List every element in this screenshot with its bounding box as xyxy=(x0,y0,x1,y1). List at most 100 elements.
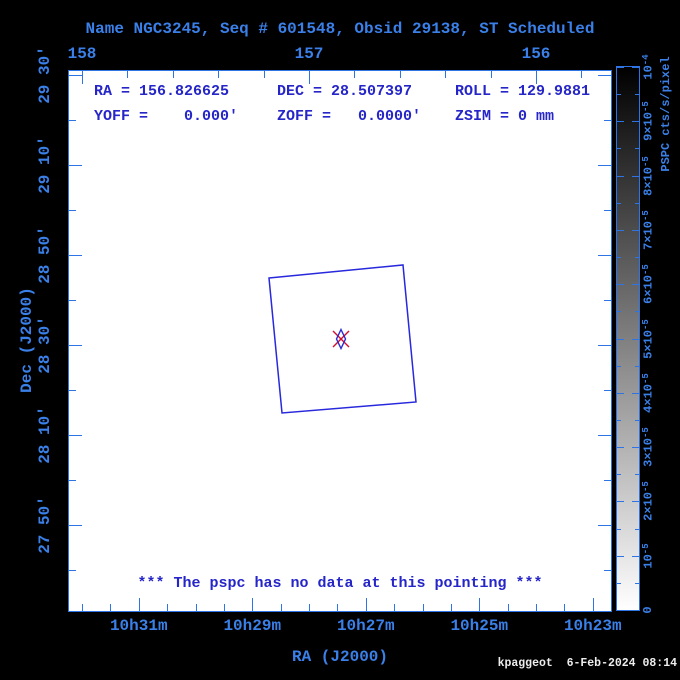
colorbar-minor-tick xyxy=(635,148,639,150)
colorbar-major-tick xyxy=(632,447,639,449)
colorbar-major-tick xyxy=(632,555,639,557)
bottom-minor-tick xyxy=(394,604,396,611)
top-major-tick xyxy=(536,71,537,84)
colorbar-major-tick xyxy=(617,284,624,286)
left-tick-label: 29 10' xyxy=(36,136,54,194)
y-axis-title: Dec (J2000) xyxy=(18,287,36,393)
colorbar-minor-tick xyxy=(635,202,639,204)
zoff-value: ZOFF = 0.0000' xyxy=(277,108,422,125)
pointing-x-marker xyxy=(332,330,350,348)
exponent: -5 xyxy=(640,318,651,330)
colorbar-minor-tick xyxy=(617,419,621,421)
colorbar-minor-tick xyxy=(617,202,621,204)
colorbar-major-tick xyxy=(617,447,624,449)
colorbar-tick-label: 0 xyxy=(641,606,655,614)
exponent: -5 xyxy=(640,372,651,384)
bottom-major-tick xyxy=(592,598,594,611)
bottom-minor-tick xyxy=(309,604,310,611)
bottom-minor-tick xyxy=(167,604,169,611)
left-tick-label: 29 30' xyxy=(36,46,54,104)
top-tick-label: 157 xyxy=(294,45,324,63)
colorbar-tick-label: 5×10-5 xyxy=(640,318,656,359)
exponent: -5 xyxy=(640,155,651,167)
colorbar-major-tick xyxy=(617,175,624,177)
colorbar-minor-tick xyxy=(635,311,639,313)
colorbar-major-tick xyxy=(632,392,639,394)
left-tick-label: 28 30' xyxy=(36,316,54,374)
colorbar-tick-label: 6×10-5 xyxy=(640,264,656,304)
left-minor-tick xyxy=(69,120,76,121)
colorbar-minor-tick xyxy=(617,474,621,476)
top-minor-tick xyxy=(399,71,401,78)
right-major-tick xyxy=(598,434,611,436)
exponent: -5 xyxy=(640,427,651,439)
left-minor-tick xyxy=(69,209,76,211)
colorbar-minor-tick xyxy=(635,474,639,476)
top-major-tick xyxy=(309,71,310,84)
colorbar-major-tick xyxy=(632,610,639,611)
colorbar-major-tick xyxy=(617,555,624,557)
colorbar-major-tick xyxy=(632,121,639,123)
bottom-major-tick xyxy=(479,598,481,611)
bottom-tick-label: 10h27m xyxy=(336,617,395,635)
colorbar-major-tick xyxy=(617,392,624,394)
exponent: -5 xyxy=(640,210,651,221)
left-tick-label: 27 50' xyxy=(36,496,54,554)
left-major-tick xyxy=(69,434,82,436)
colorbar-minor-tick xyxy=(635,528,639,530)
fov-box xyxy=(268,264,417,414)
bottom-tick-label: 10h23m xyxy=(563,617,622,635)
bottom-minor-tick xyxy=(536,604,537,611)
left-major-tick xyxy=(69,255,82,256)
exponent: -5 xyxy=(640,101,651,113)
x-axis-title: RA (J2000) xyxy=(291,648,388,666)
bottom-minor-tick xyxy=(337,604,339,611)
colorbar-tick-label: 9×10-5 xyxy=(640,101,656,142)
bottom-minor-tick xyxy=(280,604,282,611)
colorbar-major-tick xyxy=(617,501,624,503)
bottom-tick-label: 10h25m xyxy=(450,617,509,635)
bottom-tick-label: 10h29m xyxy=(223,617,282,635)
colorbar-major-tick xyxy=(617,338,624,340)
right-minor-tick xyxy=(604,479,611,481)
colorbar-minor-tick xyxy=(635,365,639,367)
left-minor-tick xyxy=(69,390,76,391)
exponent: -5 xyxy=(640,481,651,493)
exponent: -5 xyxy=(640,264,651,276)
top-minor-tick xyxy=(581,71,583,78)
colorbar-tick-label: 10-4 xyxy=(640,54,656,80)
colorbar-minor-tick xyxy=(635,419,639,421)
bottom-minor-tick xyxy=(564,604,566,611)
bottom-minor-tick xyxy=(450,604,452,611)
zsim-value: ZSIM = 0 mm xyxy=(455,108,555,125)
left-major-tick xyxy=(69,345,82,346)
page-title: Name NGC3245, Seq # 601548, Obsid 29138,… xyxy=(85,20,595,38)
colorbar-tick-label: 7×10-5 xyxy=(640,210,656,250)
right-minor-tick xyxy=(604,570,611,571)
top-minor-tick xyxy=(354,71,356,78)
right-major-tick xyxy=(598,164,611,166)
bottom-major-tick xyxy=(365,598,367,611)
top-major-tick xyxy=(82,71,83,84)
colorbar-minor-tick xyxy=(617,365,621,367)
top-minor-tick xyxy=(172,71,174,78)
colorbar-major-tick xyxy=(632,284,639,286)
exponent: -4 xyxy=(640,54,651,66)
bottom-minor-tick xyxy=(195,604,197,611)
colorbar-major-tick xyxy=(617,67,624,68)
fov-overlay xyxy=(268,264,417,414)
top-minor-tick xyxy=(263,71,265,78)
plot-area: RA = 156.826625 DEC = 28.507397 ROLL = 1… xyxy=(68,70,612,612)
top-minor-tick xyxy=(490,71,492,78)
colorbar-major-tick xyxy=(632,229,639,231)
no-data-message: *** The pspc has no data at this pointin… xyxy=(137,575,543,592)
left-major-tick xyxy=(69,525,82,526)
left-minor-tick xyxy=(69,479,76,481)
right-minor-tick xyxy=(604,390,611,391)
left-minor-tick xyxy=(69,300,76,301)
exponent: -5 xyxy=(640,543,651,554)
bottom-tick-label: 10h31m xyxy=(109,617,168,635)
colorbar-major-tick xyxy=(632,67,639,68)
right-major-tick xyxy=(598,345,611,346)
